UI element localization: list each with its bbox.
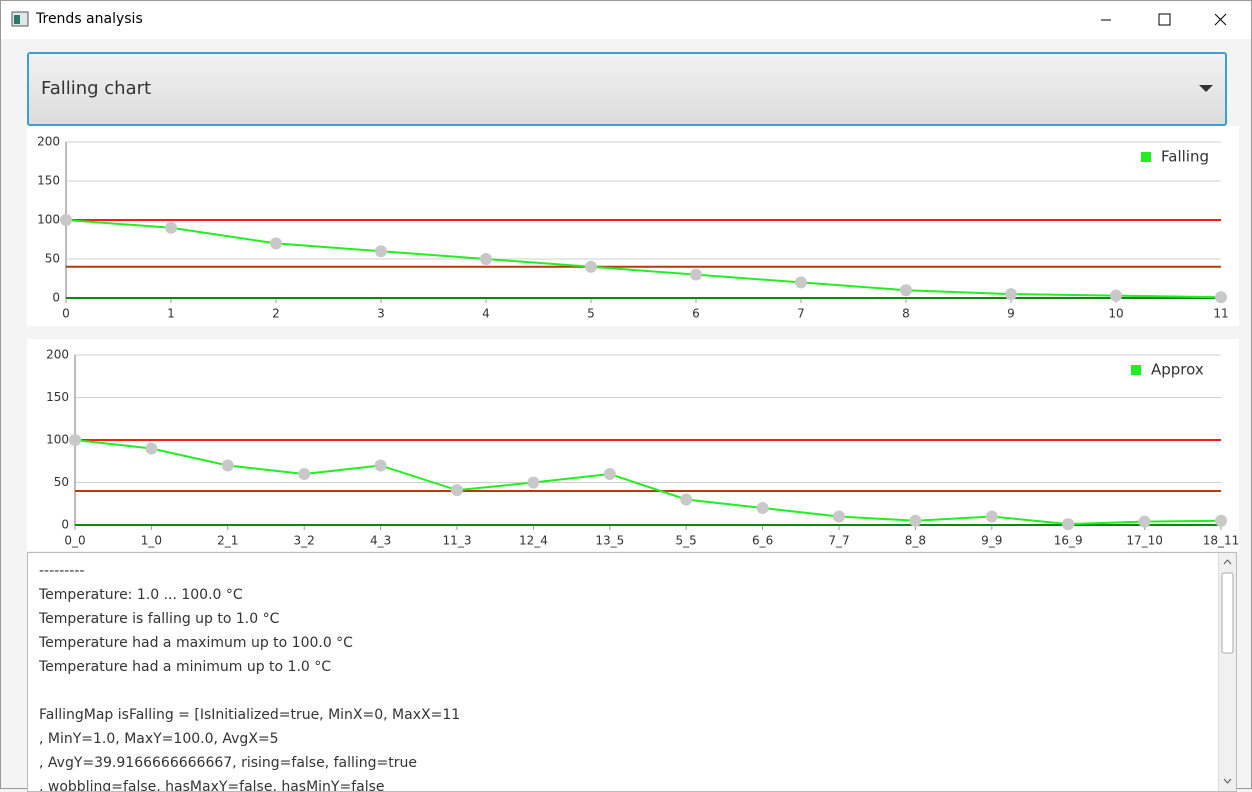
x-tick-label: 1	[167, 307, 175, 321]
x-tick-label: 2_1	[217, 534, 238, 548]
x-tick-label: 6_6	[752, 534, 773, 548]
legend-swatch	[1131, 365, 1141, 375]
close-button[interactable]	[1214, 13, 1227, 26]
x-tick-label: 1_0	[141, 534, 162, 548]
x-tick-label: 18_11	[1203, 534, 1239, 548]
x-tick-label: 2	[272, 307, 280, 321]
x-tick-label: 3	[377, 307, 385, 321]
data-point	[985, 510, 998, 523]
y-tick-label: 0	[61, 518, 69, 532]
approx-chart: 0 50 100 150 200 0_0 1_0 2_1 3_2 4_3 11_3 12_4 13_5 5…	[27, 339, 1239, 551]
title-bar: Trends analysis	[1, 1, 1251, 39]
falling-chart: 0 50 100 150 200 0 1 2 3 4 5 6 7 8 9 10 11 Falling	[27, 126, 1239, 326]
data-point	[1005, 288, 1017, 301]
data-point	[680, 493, 693, 506]
x-tick-label: 7	[797, 307, 805, 321]
data-point	[1062, 518, 1075, 531]
log-line: Temperature: 1.0 ... 100.0 °C	[39, 587, 243, 603]
x-tick-label: 5_5	[676, 534, 697, 548]
data-point	[165, 221, 177, 234]
log-line: Temperature had a maximum up to 100.0 °C	[39, 635, 353, 651]
data-point	[603, 468, 616, 480]
scrollbar[interactable]	[1218, 553, 1236, 791]
data-point	[374, 459, 387, 472]
app-icon	[11, 11, 29, 27]
log-line: , wobbling=false, hasMaxY=false, hasMinY…	[39, 779, 385, 792]
maximize-button[interactable]	[1158, 13, 1171, 26]
x-tick-label: 10	[1108, 307, 1123, 321]
y-tick-label: 150	[37, 174, 60, 188]
legend-swatch	[1141, 152, 1151, 162]
legend-label: Approx	[1151, 361, 1204, 379]
data-point	[909, 514, 922, 527]
x-tick-label: 12_4	[519, 534, 548, 548]
y-tick-label: 150	[46, 390, 69, 404]
log-line: FallingMap isFalling = [IsInitialized=tr…	[39, 707, 461, 723]
log-text-area[interactable]: --------- Temperature: 1.0 ... 100.0 °C Te…	[27, 552, 1237, 792]
data-point	[756, 502, 769, 514]
data-point	[145, 442, 158, 455]
data-point	[795, 276, 807, 289]
y-tick-label: 100	[37, 213, 60, 227]
scrollbar-parts	[1221, 559, 1234, 784]
x-tick-label: 7_7	[828, 534, 849, 548]
log-line: , AvgY=39.9166666666667, rising=false, f…	[39, 755, 417, 771]
data-point	[60, 214, 72, 226]
data-point	[833, 510, 845, 523]
x-tick-label: 9	[1007, 307, 1015, 321]
data-point	[1215, 514, 1227, 527]
dropdown-arrow	[1199, 85, 1213, 92]
data-point	[527, 476, 540, 489]
x-tick-label: 17_10	[1126, 534, 1163, 548]
data-point	[1110, 289, 1122, 302]
x-tick-label: 4	[482, 307, 490, 321]
data-point	[480, 253, 492, 265]
series-line	[65, 219, 1222, 299]
log-line: Temperature had a minimum up to 1.0 °C	[39, 659, 332, 675]
x-tick-label: 11	[1213, 307, 1228, 321]
x-tick-label: 0	[62, 307, 70, 321]
log-line: , MinY=1.0, MaxY=100.0, AvgX=5	[39, 731, 279, 747]
y-tick-label: 200	[46, 348, 69, 362]
window-title: Trends analysis	[36, 11, 143, 27]
series-line	[74, 439, 1222, 526]
log-line: Temperature is falling up to 1.0 °C	[39, 611, 280, 627]
log-block: --------- Temperature: 1.0 ... 100.0 °C Te…	[39, 559, 460, 679]
log-line: ---------	[39, 563, 85, 579]
x-tick-label: 5	[587, 307, 595, 321]
chart-selector[interactable]: Falling chart	[27, 52, 1227, 126]
y-tick-label: 200	[37, 135, 60, 149]
x-tick-label: 13_5	[595, 534, 624, 548]
data-point	[221, 459, 234, 472]
x-tick-label: 4_3	[370, 534, 391, 548]
y-tick-label: 100	[46, 433, 69, 447]
legend-label: Falling	[1161, 148, 1209, 166]
data-point	[375, 245, 387, 258]
data-point	[69, 434, 81, 446]
x-tick-label: 8_8	[905, 534, 926, 548]
data-point	[270, 237, 282, 250]
data-point	[585, 260, 597, 273]
data-point	[690, 268, 702, 281]
x-tick-label: 8	[902, 307, 910, 321]
y-tick-label: 50	[45, 252, 60, 266]
selected-option: Falling chart	[41, 78, 152, 99]
window-controls	[1101, 13, 1227, 26]
log-text: --------- Temperature: 1.0 ... 100.0 °C Te…	[39, 559, 461, 792]
x-tick-label: 11_3	[443, 534, 472, 548]
data-point	[1215, 291, 1227, 304]
data-point	[298, 468, 311, 480]
x-tick-label: 3_2	[294, 534, 315, 548]
y-tick-label: 50	[54, 475, 69, 489]
data-point	[451, 484, 463, 497]
y-tick-label: 0	[52, 291, 60, 305]
x-tick-label: 6	[692, 307, 700, 321]
log-block: FallingMap isFalling = [IsInitialized=tr…	[39, 703, 461, 792]
x-tick-label: 0_0	[64, 534, 85, 548]
x-tick-label: 9_9	[981, 534, 1002, 548]
data-point	[900, 284, 912, 297]
x-tick-label: 16_9	[1054, 534, 1083, 548]
data-point	[1138, 515, 1151, 528]
